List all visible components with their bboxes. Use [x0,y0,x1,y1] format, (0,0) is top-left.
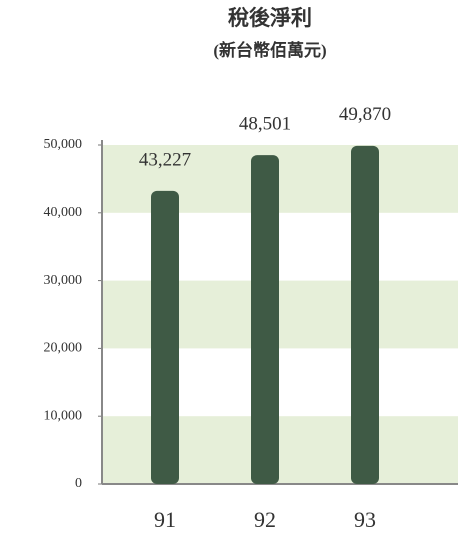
y-tick-label: 0 [75,476,82,491]
chart-title: 稅後淨利 [228,6,312,30]
value-label: 43,227 [139,149,191,170]
x-tick-label: 91 [154,507,176,532]
x-tick-label: 93 [354,507,376,532]
x-tick-label: 92 [254,507,276,532]
chart-subtitle: (新台幣佰萬元) [213,40,326,60]
bar [351,145,379,484]
y-tick-label: 10,000 [44,408,83,423]
value-label: 48,501 [239,114,291,135]
y-tick-label: 50,000 [44,137,83,152]
y-tick-label: 20,000 [44,341,83,356]
y-tick-label: 40,000 [44,205,83,220]
value-label: 49,870 [339,104,391,125]
bar [251,155,279,485]
y-tick-label: 30,000 [44,273,83,288]
bar [151,190,179,484]
